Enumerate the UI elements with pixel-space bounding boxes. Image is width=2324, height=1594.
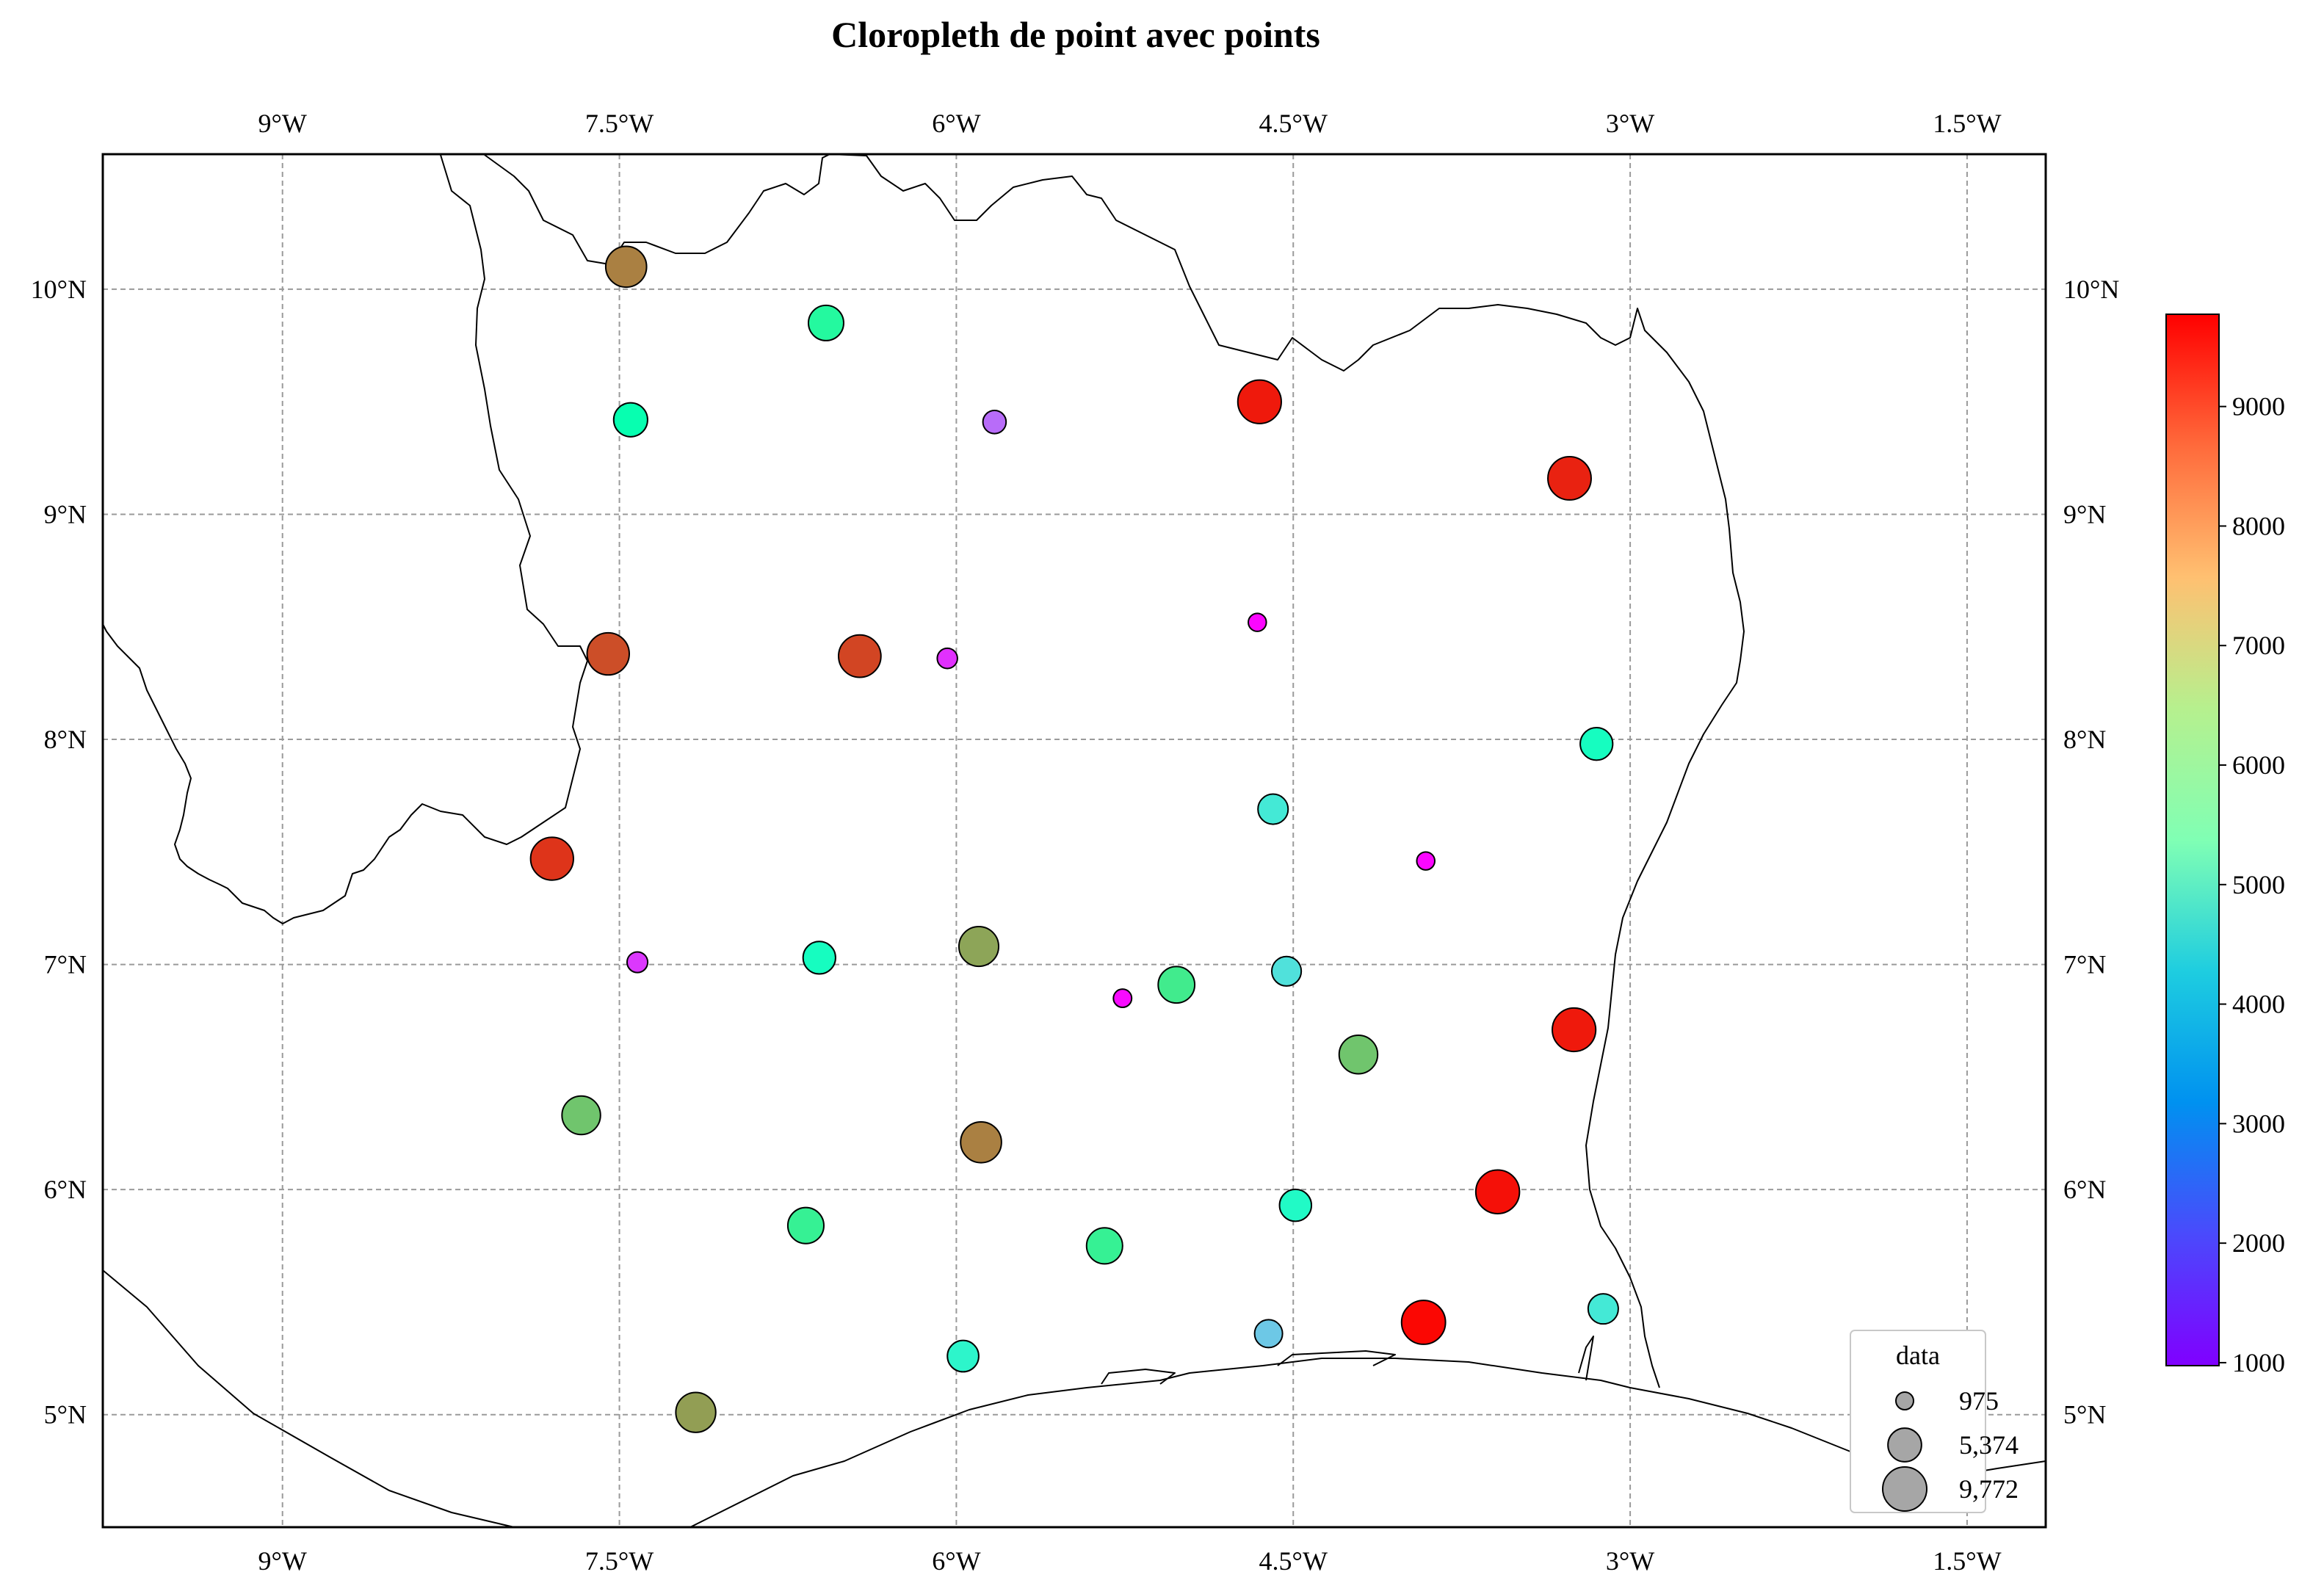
country-border-line: [102, 154, 588, 924]
legend-marker: [1882, 1466, 1927, 1512]
data-point: [802, 941, 836, 975]
data-points-layer: [529, 245, 1619, 1433]
data-point: [1112, 988, 1133, 1009]
colorbar: 1000 2000 3000 4000 5000 6000 7000 8000 9000: [2165, 314, 2285, 1377]
lon-tick-label-top: 7.5°W: [585, 109, 654, 138]
lon-tick-label-top: 9°W: [258, 109, 307, 138]
colorbar-tick-label: 5000: [2232, 870, 2285, 899]
data-point: [1587, 1293, 1619, 1325]
lon-tick-label-bottom: 4.5°W: [1259, 1546, 1328, 1576]
legend-marker: [1895, 1391, 1914, 1410]
lon-tick-label-bottom: 1.5°W: [1933, 1546, 2001, 1576]
data-point: [586, 631, 630, 676]
colorbar-tick-label: 2000: [2232, 1228, 2285, 1258]
data-point: [958, 926, 1000, 968]
lat-tick-label-left: 6°N: [44, 1175, 87, 1204]
lat-tick-label-left: 8°N: [44, 725, 87, 754]
lon-tick-label-bottom: 9°W: [258, 1546, 307, 1576]
data-point: [529, 836, 574, 881]
data-point: [1257, 793, 1289, 825]
lat-tick-label-left: 10°N: [31, 275, 87, 304]
legend-title: data: [1896, 1341, 1940, 1370]
map-border: [101, 153, 2047, 1529]
data-point: [837, 634, 882, 678]
lat-tick-label-right: 6°N: [2063, 1175, 2106, 1204]
data-point: [1270, 955, 1303, 987]
legend-label: 9,772: [1959, 1474, 2019, 1504]
data-point: [1338, 1035, 1379, 1075]
colorbar-tick-label: 3000: [2232, 1109, 2285, 1138]
colorbar-ticks: 1000 2000 3000 4000 5000 6000 7000 8000 9000: [2219, 392, 2285, 1377]
axis-ticks: 9°W 9°W 7.5°W 7.5°W 6°W 6°W 4.5°W 4.5°W 3°W 3°W 1.…: [31, 109, 2120, 1576]
data-point: [675, 1391, 717, 1433]
lat-tick-label-right: 10°N: [2063, 275, 2119, 304]
data-point: [1278, 1188, 1313, 1222]
lat-tick-label-left: 5°N: [44, 1400, 87, 1430]
data-point: [1157, 966, 1196, 1004]
colorbar-tick-label: 8000: [2232, 511, 2285, 540]
data-point: [604, 245, 648, 289]
data-point: [561, 1095, 601, 1136]
size-legend: data 975 5,374 9,772: [1850, 1330, 2019, 1513]
data-point: [1253, 1319, 1284, 1349]
graticule: [103, 154, 2046, 1527]
map-title: Cloropleth de point avec points: [831, 14, 1320, 55]
colorbar-gradient: [2165, 314, 2220, 1366]
country-border-line: [484, 153, 1745, 1388]
lon-tick-label-top: 3°W: [1606, 109, 1654, 138]
lat-tick-label-right: 7°N: [2063, 950, 2106, 979]
data-point: [1085, 1227, 1123, 1265]
lon-tick-label-bottom: 3°W: [1606, 1546, 1654, 1576]
lon-tick-label-top: 1.5°W: [1933, 109, 2001, 138]
lat-tick-label-left: 7°N: [44, 950, 87, 979]
data-point: [946, 1339, 980, 1373]
lat-tick-label-right: 5°N: [2063, 1400, 2106, 1430]
legend-label: 975: [1959, 1386, 1999, 1416]
data-point: [960, 1120, 1002, 1164]
data-point: [1248, 612, 1267, 632]
data-point: [936, 647, 958, 670]
colorbar-tick-label: 6000: [2232, 750, 2285, 780]
lat-tick-label-left: 9°N: [44, 499, 87, 529]
lagoon-outline: [1101, 1336, 1594, 1385]
legend-label: 5,374: [1959, 1430, 2019, 1460]
lon-tick-label-top: 4.5°W: [1259, 109, 1328, 138]
map-frame: 9°W 9°W 7.5°W 7.5°W 6°W 6°W 4.5°W 4.5°W 3°W 3°W 1.…: [31, 109, 2120, 1576]
map-background: [103, 154, 2046, 1527]
colorbar-tick-label: 1000: [2232, 1348, 2285, 1377]
data-point: [982, 410, 1007, 435]
lon-tick-label-bottom: 6°W: [932, 1546, 980, 1576]
lon-tick-label-bottom: 7.5°W: [585, 1546, 654, 1576]
data-point: [786, 1206, 825, 1245]
colorbar-tick-label: 4000: [2232, 990, 2285, 1019]
legend-box: [1850, 1330, 1986, 1513]
data-point: [1237, 379, 1282, 424]
colorbar-tick-label: 9000: [2232, 392, 2285, 421]
legend-marker: [1887, 1427, 1922, 1463]
data-point: [1416, 851, 1436, 871]
data-point: [1400, 1300, 1447, 1345]
data-point: [626, 951, 649, 974]
lat-tick-label-right: 8°N: [2063, 725, 2106, 754]
lat-tick-label-right: 9°N: [2063, 499, 2106, 529]
data-point: [1552, 1007, 1597, 1053]
data-point: [1474, 1169, 1521, 1214]
lon-tick-label-top: 6°W: [932, 109, 980, 138]
data-point: [807, 304, 844, 341]
colorbar-tick-label: 7000: [2232, 631, 2285, 660]
data-point: [612, 402, 648, 438]
data-point: [1547, 455, 1592, 501]
data-point: [1579, 727, 1614, 761]
